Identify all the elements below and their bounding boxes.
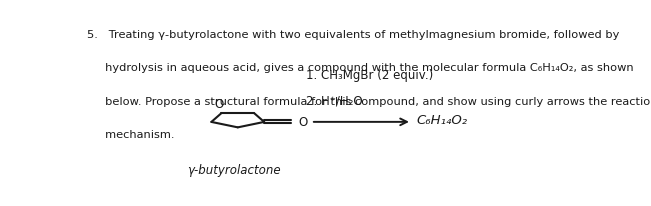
Text: 5.   Treating γ-butyrolactone with two equivalents of methylmagnesium bromide, f: 5. Treating γ-butyrolactone with two equ… [87,29,620,39]
Text: 1. CH₃MgBr (2 equiv.): 1. CH₃MgBr (2 equiv.) [306,69,433,82]
Text: 2. H⁺/H₂O: 2. H⁺/H₂O [306,95,363,108]
Text: O: O [214,97,223,110]
Text: C₆H₁₄O₂: C₆H₁₄O₂ [417,114,468,126]
Text: hydrolysis in aqueous acid, gives a compound with the molecular formula C₆H₁₄O₂,: hydrolysis in aqueous acid, gives a comp… [87,63,634,73]
Text: below. Propose a structural formula for this compound, and show using curly arro: below. Propose a structural formula for … [87,96,651,106]
Text: γ-butyrolactone: γ-butyrolactone [187,163,281,176]
Text: O: O [299,116,308,129]
Text: mechanism.: mechanism. [87,129,175,139]
